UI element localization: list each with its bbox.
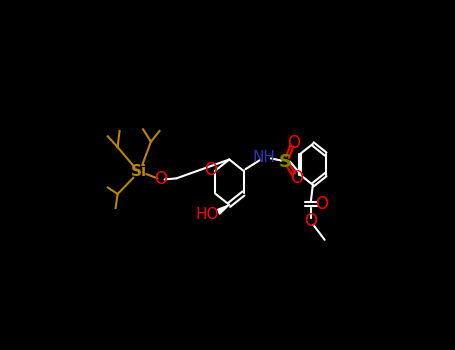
Text: O: O (288, 134, 301, 152)
Text: HO: HO (196, 207, 219, 222)
Text: O: O (154, 170, 167, 188)
Text: O: O (290, 169, 303, 187)
Text: Si: Si (131, 164, 147, 179)
Text: O: O (304, 212, 318, 230)
Text: O: O (315, 195, 329, 213)
Text: NH: NH (253, 150, 275, 165)
Polygon shape (218, 205, 229, 214)
Text: O: O (204, 161, 217, 179)
Text: S: S (279, 153, 292, 171)
